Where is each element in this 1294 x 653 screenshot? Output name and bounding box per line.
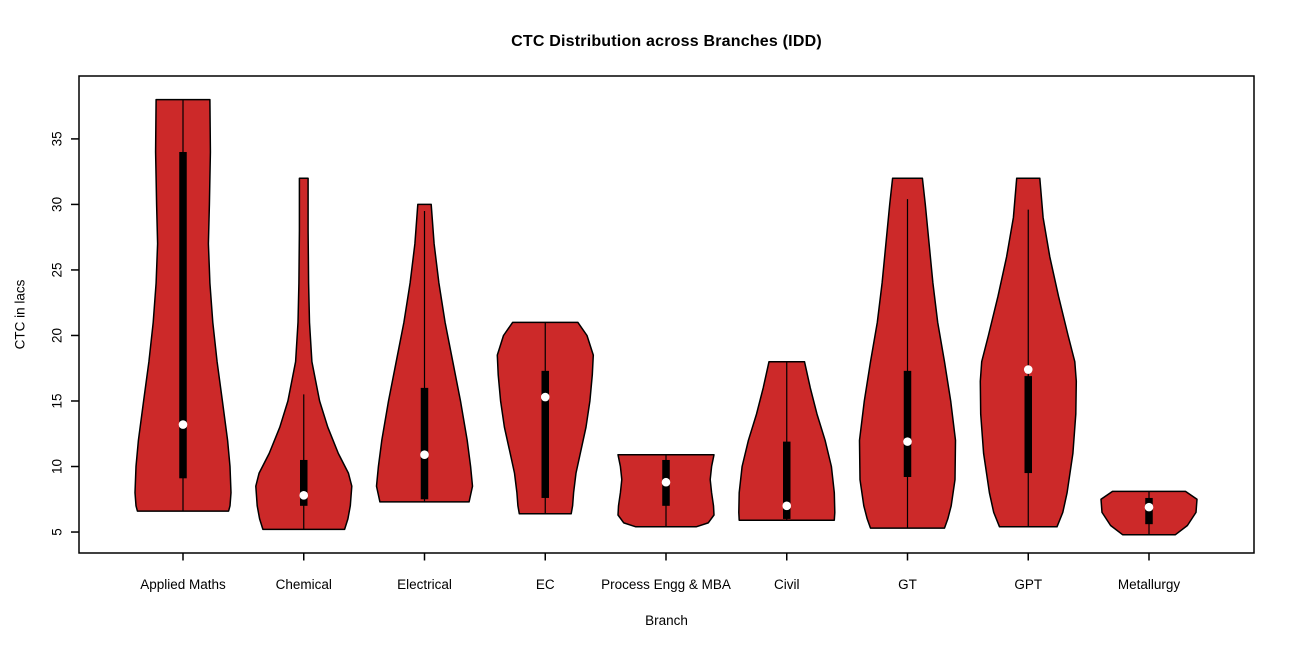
y-axis-title-wrap: CTC in lacs	[8, 76, 32, 553]
violin-group-civil: Civil	[738, 360, 836, 592]
y-tick-label: 35	[50, 131, 65, 146]
violin-group-ec: EC	[496, 321, 595, 592]
iqr-box	[1024, 376, 1032, 474]
median-dot	[1144, 502, 1154, 512]
violin-shape-chemical	[255, 177, 353, 531]
x-tick-label-ec: EC	[536, 577, 555, 592]
x-tick-label-electrical: Electrical	[397, 577, 452, 592]
violin-group-gpt: GPT	[979, 177, 1078, 592]
median-dot	[420, 450, 429, 460]
x-tick-label-applied-maths: Applied Maths	[140, 577, 226, 592]
x-tick-label-process-engg-mba: Process Engg & MBA	[601, 577, 731, 592]
x-tick-label-chemical: Chemical	[276, 577, 332, 592]
iqr-box	[903, 370, 912, 477]
y-tick-label: 30	[50, 197, 65, 212]
violin-group-metallurgy: Metallurgy	[1100, 490, 1198, 592]
violin-group-electrical: Electrical	[375, 203, 474, 592]
x-tick-label-metallurgy: Metallurgy	[1118, 577, 1181, 592]
iqr-box	[420, 387, 429, 500]
chart-title: CTC Distribution across Branches (IDD)	[511, 33, 822, 50]
x-tick-label-gpt: GPT	[1014, 577, 1042, 592]
median-dot	[903, 437, 912, 446]
x-tick-label-gt: GT	[898, 577, 917, 592]
y-tick-label: 5	[50, 528, 65, 536]
median-dot	[540, 392, 550, 402]
violin-group-applied-maths: Applied Maths	[134, 98, 232, 592]
y-tick-label: 10	[50, 459, 65, 474]
median-dot	[661, 477, 671, 487]
median-dot	[299, 491, 309, 500]
y-tick-label: 20	[50, 328, 65, 343]
iqr-box	[300, 459, 308, 506]
y-axis-title: CTC in lacs	[12, 279, 28, 350]
y-tick-label: 25	[50, 262, 65, 277]
median-dot	[178, 420, 188, 429]
iqr-box	[541, 370, 549, 498]
x-axis-title: Branch	[645, 613, 688, 628]
x-tick-label-civil: Civil	[774, 577, 800, 592]
median-dot	[1023, 365, 1033, 374]
violin-group-gt: GT	[858, 177, 957, 592]
median-dot	[782, 501, 792, 511]
violin-group-chemical: Chemical	[255, 177, 353, 592]
iqr-box	[179, 152, 187, 479]
iqr-box	[783, 441, 791, 519]
y-tick-label: 15	[50, 393, 65, 408]
violin-group-process-engg-mba: Process Engg & MBA	[601, 453, 731, 592]
